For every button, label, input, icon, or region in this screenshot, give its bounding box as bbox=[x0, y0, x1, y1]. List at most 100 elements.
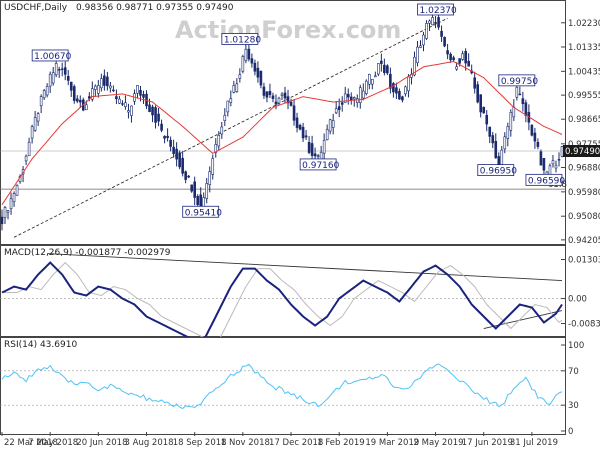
price-annotation-label: 1.02370 bbox=[420, 6, 457, 16]
macd-signal-line bbox=[2, 261, 563, 337]
candle-body bbox=[60, 68, 64, 70]
date-tick-label: 7 May 2018 bbox=[28, 438, 78, 448]
rsi-tick-label: 30 bbox=[568, 401, 579, 411]
candle-body bbox=[27, 141, 31, 157]
candle-body bbox=[548, 165, 552, 175]
candle-body bbox=[509, 112, 513, 131]
rsi-title: RSI(14) 43.6910 bbox=[4, 340, 77, 350]
ohlc-readout: 0.98356 0.98771 0.97355 0.97490 bbox=[76, 3, 234, 13]
candle-body bbox=[169, 139, 172, 147]
macd-trendline bbox=[47, 253, 563, 282]
rsi-main-line bbox=[1, 363, 563, 410]
candle-body bbox=[322, 140, 326, 154]
date-tick-label: 22 Mar 2018 bbox=[4, 438, 58, 448]
date-tick-label: 19 Mar 2019 bbox=[365, 438, 419, 448]
candle-body bbox=[428, 20, 431, 24]
date-tick-label: 2 May 2019 bbox=[414, 438, 464, 448]
candle-body bbox=[401, 96, 404, 101]
candle-body bbox=[97, 85, 100, 94]
candle-body bbox=[136, 85, 139, 94]
candle-body bbox=[328, 119, 332, 132]
candle-body bbox=[482, 106, 486, 114]
candle-body bbox=[277, 97, 281, 104]
candle-body bbox=[377, 63, 380, 75]
candle-body bbox=[121, 103, 124, 105]
candle-body bbox=[440, 30, 443, 37]
price-annotation-box bbox=[299, 158, 337, 171]
candle-body bbox=[295, 117, 299, 128]
candle-body bbox=[349, 96, 353, 100]
last-price-label: 0.97490 bbox=[565, 147, 600, 157]
candle-body bbox=[461, 53, 464, 60]
candlesticks bbox=[0, 9, 564, 231]
candle-body bbox=[85, 104, 88, 111]
date-tick-label: 1 Feb 2019 bbox=[317, 438, 365, 448]
candle-body bbox=[253, 62, 257, 72]
candle-body bbox=[292, 105, 296, 121]
price-annotation-box bbox=[182, 205, 220, 218]
candle-body bbox=[407, 76, 410, 92]
candle-body bbox=[524, 102, 528, 116]
candle-body bbox=[220, 126, 224, 135]
candle-body bbox=[208, 171, 212, 185]
candle-body bbox=[533, 132, 537, 142]
candle-body bbox=[69, 81, 73, 91]
candle-body bbox=[259, 71, 263, 86]
price-annotation-box bbox=[525, 173, 563, 186]
macd-trendlines bbox=[47, 253, 563, 329]
candle-body bbox=[355, 98, 359, 103]
main-panel bbox=[0, 0, 566, 245]
candle-body bbox=[42, 90, 46, 99]
candle-body bbox=[521, 98, 525, 105]
macd-trendline bbox=[483, 310, 563, 329]
candle-body bbox=[103, 75, 106, 86]
candle-body bbox=[166, 135, 169, 138]
date-tick-label: 18 Sep 2018 bbox=[173, 438, 227, 448]
candle-body bbox=[380, 60, 383, 64]
candle-body bbox=[389, 73, 392, 89]
candle-body bbox=[163, 135, 166, 139]
candle-body bbox=[88, 96, 91, 99]
price-tick-label: 0.99555 bbox=[568, 91, 600, 101]
candle-body bbox=[211, 158, 215, 175]
candle-body bbox=[226, 100, 230, 113]
candle-body bbox=[443, 36, 446, 47]
candle-body bbox=[346, 93, 350, 98]
candle-body bbox=[398, 90, 401, 100]
candle-body bbox=[560, 146, 564, 157]
candle-body bbox=[557, 159, 561, 161]
price-tick-label: 0.98665 bbox=[568, 115, 600, 125]
date-tick-label: 31 Jul 2019 bbox=[510, 438, 558, 448]
candle-body bbox=[6, 210, 10, 213]
candle-body bbox=[310, 143, 314, 156]
candle-body bbox=[494, 140, 498, 159]
macd-tick-label: -0.00834 bbox=[568, 320, 600, 330]
candle-body bbox=[109, 85, 112, 89]
candle-body bbox=[9, 198, 13, 209]
price-annotation-label: 0.95410 bbox=[185, 208, 222, 218]
candle-body bbox=[262, 86, 266, 96]
date-tick-label: 20 Jun 2018 bbox=[76, 438, 127, 448]
candle-body bbox=[30, 126, 34, 139]
candle-body bbox=[473, 77, 476, 89]
candle-body bbox=[39, 96, 43, 107]
rsi-axis: 100 70 30 0 bbox=[561, 341, 584, 437]
candle-body bbox=[304, 135, 308, 138]
macd-panel bbox=[0, 245, 566, 337]
candle-body bbox=[476, 84, 479, 103]
candle-body bbox=[57, 69, 61, 71]
channel-trendline bbox=[13, 17, 448, 238]
candle-body bbox=[449, 53, 452, 61]
candle-body bbox=[184, 171, 187, 180]
candle-body bbox=[151, 106, 154, 116]
candle-body bbox=[422, 34, 425, 46]
date-tick-label: 1 Nov 2018 bbox=[221, 438, 270, 448]
price-annotation-label: 1.01280 bbox=[224, 35, 261, 45]
candle-body bbox=[229, 98, 233, 103]
candle-body bbox=[187, 175, 190, 178]
last-price-marker: 0.97490 bbox=[563, 144, 600, 157]
candle-body bbox=[413, 56, 416, 76]
date-tick-label: 17 Dec 2018 bbox=[269, 438, 323, 448]
candle-body bbox=[446, 50, 449, 55]
candle-body bbox=[536, 141, 540, 147]
